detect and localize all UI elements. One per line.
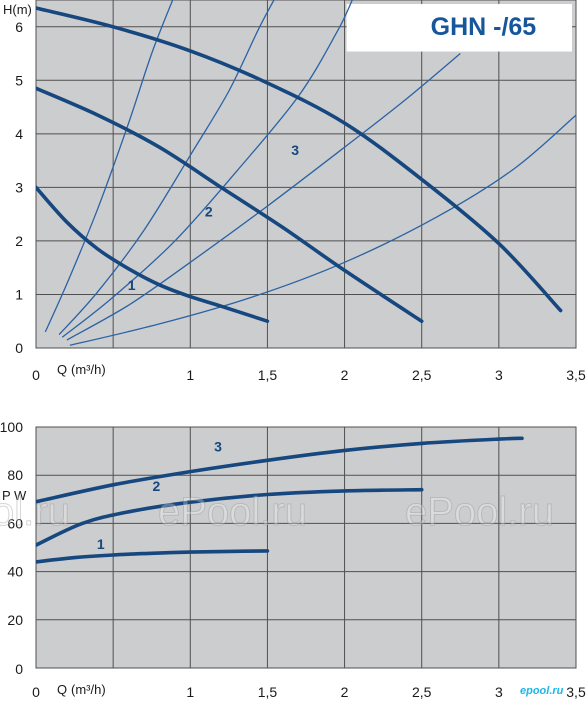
x-tick-label: 3,5 xyxy=(566,684,586,700)
y-axis-label: H(m) xyxy=(3,2,32,17)
plot-background xyxy=(36,0,576,348)
watermarks: ol.ru ePool.ru ePool.ru xyxy=(0,490,554,535)
watermark-text: ol.ru xyxy=(0,490,70,534)
y-tick-label: 6 xyxy=(15,19,23,35)
brand-logo: epool.ru xyxy=(520,685,564,697)
x-axis-label-prefix: Q xyxy=(57,362,67,377)
x-axis-label-prefix: Q xyxy=(57,682,67,697)
series-curve-1 xyxy=(36,549,270,564)
y-tick-label: 5 xyxy=(15,72,23,88)
plot-border xyxy=(35,0,577,349)
x-tick-label: 2,5 xyxy=(412,684,432,700)
series-curve-2 xyxy=(36,86,424,323)
y-tick-label: 3 xyxy=(15,179,23,195)
x-origin-label: 0 xyxy=(32,684,40,700)
curve-label-2: 2 xyxy=(205,203,213,219)
x-tick-label: 2,5 xyxy=(412,367,432,383)
y-axis-label: P W xyxy=(2,488,27,503)
x-tick-label: 3,5 xyxy=(566,367,586,383)
system-curve xyxy=(58,0,275,336)
series-curves xyxy=(36,6,563,323)
power-chart: 1 2 3 0 20 40 60 80 100 1 1,5 2 2,5 3 3,5 0 Q (m³/h) P W xyxy=(0,419,586,700)
series-curve-3 xyxy=(36,436,524,504)
x-axis-label-unit: (m³/h) xyxy=(71,362,106,377)
x-tick-label: 1 xyxy=(186,684,194,700)
y-tick-label: 0 xyxy=(15,661,23,677)
x-tick-label: 1,5 xyxy=(258,367,278,383)
y-tick-label: 100 xyxy=(0,419,23,435)
series-curve-2 xyxy=(36,487,424,547)
plot-border xyxy=(35,426,577,669)
x-tick-label: 2 xyxy=(341,367,349,383)
system-curves xyxy=(44,0,576,346)
curve-label-2: 2 xyxy=(152,478,160,494)
title-box xyxy=(346,4,572,52)
series-curve-3 xyxy=(36,6,563,313)
y-tick-label: 0 xyxy=(15,340,23,356)
x-tick-label: 3 xyxy=(495,684,503,700)
system-curve xyxy=(44,0,174,333)
watermark-text: ePool.ru xyxy=(405,490,554,534)
watermark-text: ePool.ru xyxy=(158,490,307,534)
y-tick-label: 20 xyxy=(7,612,23,628)
y-tick-label: 1 xyxy=(15,286,23,302)
system-curve xyxy=(61,0,353,338)
curve-label-3: 3 xyxy=(214,438,222,454)
plot-background xyxy=(36,427,576,668)
x-tick-label: 1 xyxy=(186,367,194,383)
series-curve-1 xyxy=(36,185,270,323)
x-origin-label: 0 xyxy=(32,367,40,383)
x-tick-label: 1,5 xyxy=(258,684,278,700)
curve-label-1: 1 xyxy=(128,277,136,293)
y-tick-label: 80 xyxy=(7,467,23,483)
y-tick-label: 40 xyxy=(7,564,23,580)
curve-label-3: 3 xyxy=(291,142,299,158)
curve-label-1: 1 xyxy=(97,536,105,552)
y-tick-label: 60 xyxy=(7,515,23,531)
x-tick-label: 3 xyxy=(495,367,503,383)
chart-title: GHN -/65 xyxy=(431,13,537,41)
y-tick-label: 2 xyxy=(15,233,23,249)
head-chart: GHN -/65 1 2 3 0 1 2 3 4 5 6 1 1,5 2 2,5 3 3,5 0 Q (m³/h) H(… xyxy=(3,0,586,383)
x-axis-label-unit: (m³/h) xyxy=(71,682,106,697)
series-curves xyxy=(36,436,524,564)
y-tick-label: 4 xyxy=(15,126,23,142)
system-curve xyxy=(66,53,461,341)
x-tick-label: 2 xyxy=(341,684,349,700)
system-curve xyxy=(69,114,576,346)
